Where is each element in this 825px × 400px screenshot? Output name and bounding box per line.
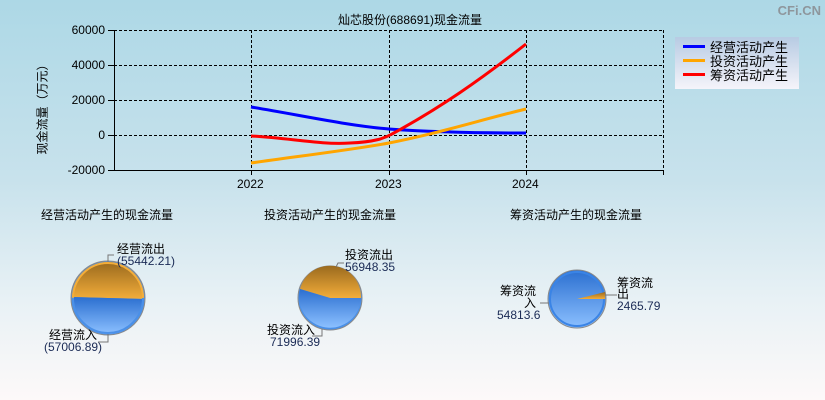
pie-title-operating: 经营活动产生的现金流量 xyxy=(41,208,174,222)
line-chart xyxy=(108,30,664,175)
y-tick-label: 20000 xyxy=(71,93,105,107)
legend-swatch-icon xyxy=(683,73,705,77)
y-tick-label: 40000 xyxy=(71,58,105,72)
legend-label: 投资活动产生 xyxy=(710,54,789,69)
legend-label: 经营活动产生 xyxy=(710,40,789,55)
series-investing-line xyxy=(250,107,527,165)
pie-label-financing-outflow-line2: 出 xyxy=(617,287,630,301)
pie-label-operating-outflow: 经营流出 xyxy=(117,242,166,256)
y-tick-label: -20000 xyxy=(67,163,105,177)
pie-label-financing-outflow-line1: 筹资流 xyxy=(617,276,654,290)
legend: 经营活动产生 投资活动产生 筹资活动产生 xyxy=(675,37,799,89)
pie-value-financing-outflow: 2465.79 xyxy=(617,299,661,313)
series-operating-line xyxy=(250,105,527,135)
pie-charts xyxy=(70,254,617,343)
pie-value-financing-inflow: 54813.6 xyxy=(497,308,541,322)
legend-item-financing: 筹资活动产生 xyxy=(683,69,788,83)
pie-label-operating-inflow: 经营流入 xyxy=(49,328,98,342)
legend-label: 筹资活动产生 xyxy=(710,68,789,83)
pie-title-investing: 投资活动产生的现金流量 xyxy=(264,208,397,222)
legend-item-investing: 投资活动产生 xyxy=(683,55,788,69)
pie-label-financing-inflow-line2: 入 xyxy=(524,296,537,310)
legend-swatch-icon xyxy=(683,59,705,63)
pie-value-operating-outflow: (55442.21) xyxy=(117,254,176,268)
pie-value-operating-inflow: (57006.89) xyxy=(44,340,103,354)
x-tick-label: 2023 xyxy=(375,177,402,191)
series-financing-line xyxy=(250,42,527,145)
chart-title: 灿芯股份(688691)现金流量 xyxy=(338,13,483,27)
axes xyxy=(108,30,664,175)
y-tick-label: 0 xyxy=(98,128,105,142)
pie-operating xyxy=(70,254,146,343)
pie-title-financing: 筹资活动产生的现金流量 xyxy=(510,208,643,222)
pie-financing xyxy=(540,269,617,329)
pie-value-investing-outflow: 56948.35 xyxy=(345,260,396,274)
x-tick-label: 2024 xyxy=(512,177,539,191)
y-axis-label: 现金流量（万元） xyxy=(35,58,50,155)
grid-lines xyxy=(114,30,664,170)
pie-label-investing-inflow: 投资流入 xyxy=(267,323,316,337)
watermark: CFi.CN xyxy=(777,3,821,18)
y-tick-label: 60000 xyxy=(71,23,105,37)
legend-item-operating: 经营活动产生 xyxy=(683,41,788,55)
x-tick-label: 2022 xyxy=(237,177,264,191)
pie-value-investing-inflow: 71996.39 xyxy=(270,335,321,349)
legend-swatch-icon xyxy=(683,45,705,49)
pie-label-investing-outflow: 投资流出 xyxy=(345,248,394,262)
pie-label-financing-inflow-line1: 筹资流 xyxy=(500,284,537,298)
pie-investing xyxy=(297,262,363,337)
